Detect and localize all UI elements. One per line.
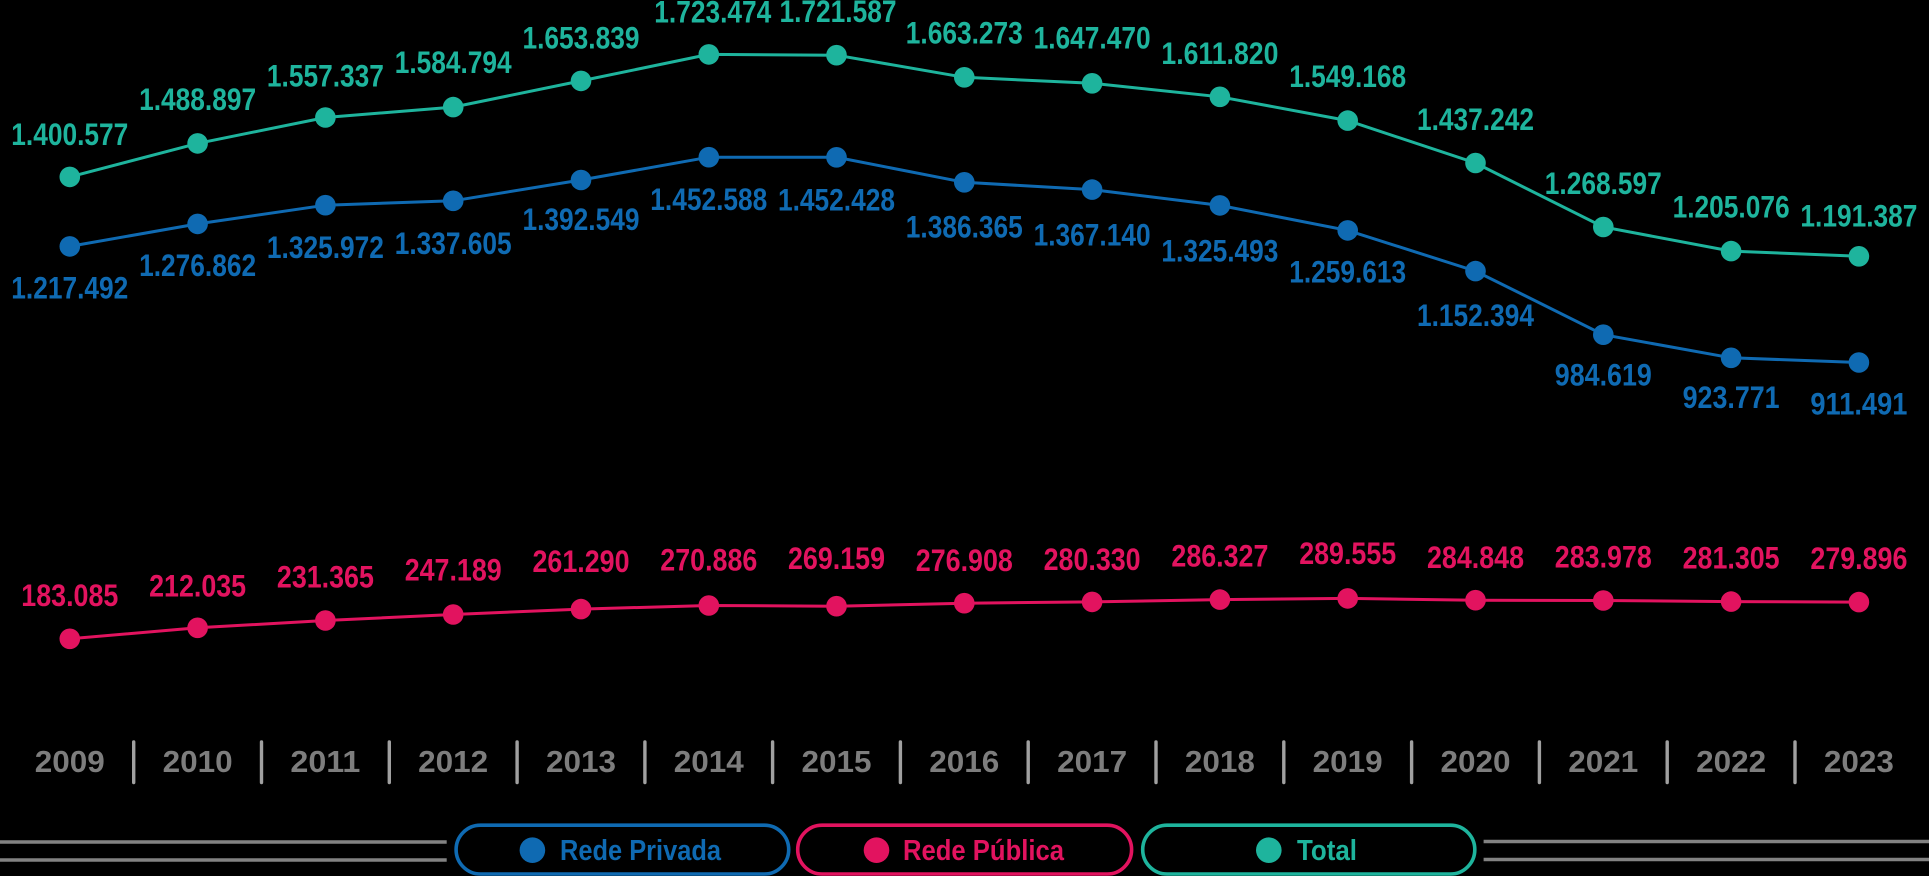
svg-text:1.584.794: 1.584.794	[395, 44, 512, 80]
svg-text:1.721.587: 1.721.587	[780, 0, 897, 29]
svg-text:1.611.820: 1.611.820	[1161, 35, 1278, 71]
svg-text:279.896: 279.896	[1810, 540, 1907, 576]
svg-text:2014: 2014	[674, 744, 745, 779]
svg-text:247.189: 247.189	[405, 552, 502, 588]
svg-text:2009: 2009	[35, 744, 105, 779]
svg-text:911.491: 911.491	[1810, 386, 1907, 422]
svg-text:2012: 2012	[418, 744, 488, 779]
svg-text:1.386.365: 1.386.365	[906, 208, 1023, 244]
svg-text:1.367.140: 1.367.140	[1034, 217, 1151, 253]
svg-text:Rede Pública: Rede Pública	[903, 835, 1065, 867]
svg-text:2021: 2021	[1568, 744, 1638, 779]
svg-text:2022: 2022	[1696, 744, 1766, 779]
svg-text:1.337.605: 1.337.605	[395, 225, 512, 261]
svg-text:1.325.493: 1.325.493	[1161, 232, 1278, 268]
svg-text:1.276.862: 1.276.862	[139, 247, 256, 283]
svg-text:289.555: 289.555	[1299, 535, 1396, 571]
svg-text:280.330: 280.330	[1044, 541, 1141, 577]
svg-text:1.217.492: 1.217.492	[11, 269, 128, 305]
svg-text:923.771: 923.771	[1683, 379, 1780, 415]
svg-text:1.653.839: 1.653.839	[523, 19, 640, 55]
svg-text:1.268.597: 1.268.597	[1545, 165, 1662, 201]
svg-text:231.365: 231.365	[277, 559, 374, 595]
svg-text:283.978: 283.978	[1555, 539, 1652, 575]
svg-text:1.392.549: 1.392.549	[523, 201, 640, 237]
svg-text:269.159: 269.159	[788, 540, 885, 576]
svg-text:Total: Total	[1297, 835, 1357, 867]
svg-text:1.205.076: 1.205.076	[1673, 189, 1790, 225]
svg-text:1.191.387: 1.191.387	[1800, 197, 1917, 233]
svg-text:1.452.428: 1.452.428	[778, 181, 895, 217]
svg-text:281.305: 281.305	[1683, 540, 1780, 576]
svg-text:286.327: 286.327	[1171, 538, 1268, 574]
svg-text:183.085: 183.085	[21, 577, 118, 613]
svg-text:1.400.577: 1.400.577	[11, 116, 128, 152]
svg-text:276.908: 276.908	[916, 542, 1013, 578]
svg-text:1.152.394: 1.152.394	[1417, 297, 1534, 333]
svg-text:Rede Privada: Rede Privada	[560, 835, 722, 867]
svg-text:2018: 2018	[1185, 744, 1255, 779]
svg-text:1.259.613: 1.259.613	[1289, 253, 1406, 289]
svg-text:1.647.470: 1.647.470	[1034, 19, 1151, 55]
svg-text:261.290: 261.290	[533, 543, 630, 579]
svg-text:2023: 2023	[1824, 744, 1894, 779]
svg-text:2011: 2011	[290, 744, 360, 779]
svg-text:270.886: 270.886	[660, 542, 757, 578]
svg-text:284.848: 284.848	[1427, 539, 1524, 575]
svg-text:2015: 2015	[802, 744, 872, 779]
svg-text:1.663.273: 1.663.273	[906, 14, 1023, 50]
svg-text:2016: 2016	[929, 744, 999, 779]
svg-text:2019: 2019	[1313, 744, 1383, 779]
svg-text:1.549.168: 1.549.168	[1289, 58, 1406, 94]
svg-text:1.557.337: 1.557.337	[267, 58, 384, 94]
svg-text:1.452.588: 1.452.588	[650, 181, 767, 217]
svg-text:2020: 2020	[1441, 744, 1511, 779]
svg-text:2010: 2010	[163, 744, 233, 779]
svg-text:1.723.474: 1.723.474	[654, 0, 771, 29]
svg-text:2013: 2013	[546, 744, 616, 779]
svg-text:1.325.972: 1.325.972	[267, 229, 384, 265]
svg-text:1.488.897: 1.488.897	[139, 81, 256, 117]
svg-text:1.437.242: 1.437.242	[1417, 101, 1534, 137]
svg-text:2017: 2017	[1057, 744, 1127, 779]
svg-text:984.619: 984.619	[1555, 357, 1652, 393]
svg-text:212.035: 212.035	[149, 567, 246, 603]
